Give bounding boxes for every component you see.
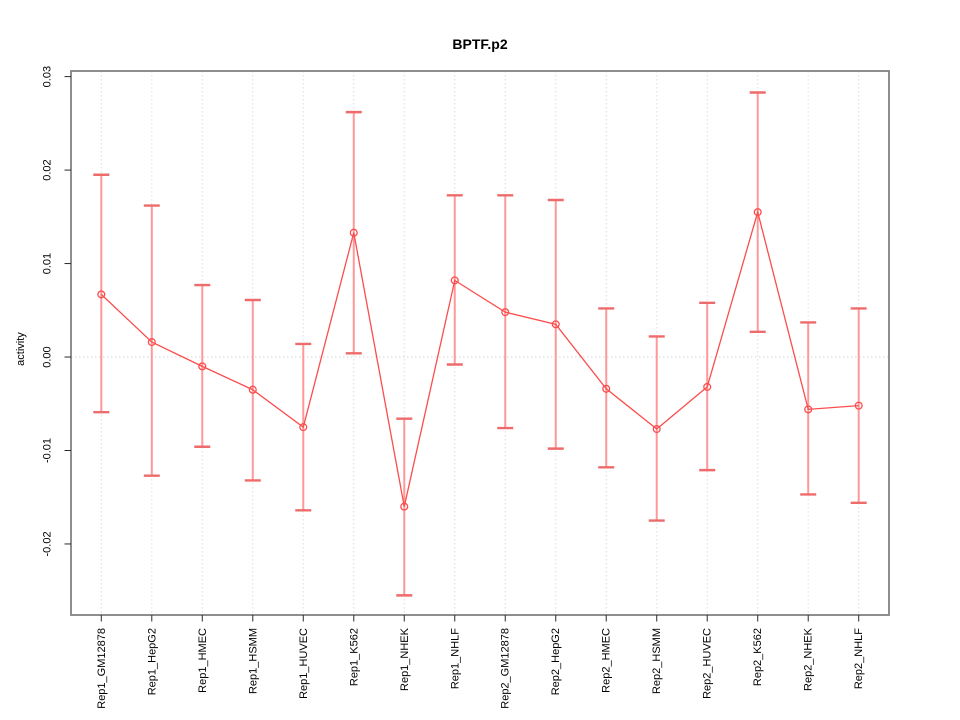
- x-tick-label: Rep2_HSMM: [651, 628, 663, 694]
- data-point: [854, 401, 863, 410]
- data-point: [248, 385, 257, 394]
- y-tick-label: 0.03: [42, 66, 54, 87]
- x-tick-label: Rep2_HMEC: [601, 628, 613, 693]
- x-tick-label: Rep1_HMEC: [197, 628, 209, 693]
- y-tick-label: -0.02: [42, 531, 54, 556]
- y-tick-label: 0.00: [42, 346, 54, 367]
- series-line: [100, 209, 859, 507]
- data-point: [349, 228, 358, 237]
- plot-border: [70, 70, 890, 616]
- x-tick-label: Rep1_NHLF: [449, 628, 461, 689]
- data-point: [198, 362, 207, 371]
- x-tick-label: Rep1_GM12878: [96, 628, 108, 709]
- data-point: [753, 208, 762, 217]
- data-point: [551, 320, 560, 329]
- y-tick-label: -0.01: [42, 438, 54, 463]
- x-tick-label: Rep1_NHEK: [399, 627, 411, 691]
- x-tick-label: Rep1_HepG2: [146, 628, 158, 695]
- chart-title: BPTF.p2: [452, 36, 508, 52]
- data-point: [602, 384, 611, 393]
- data-point: [804, 405, 813, 414]
- x-tick-label: Rep1_HSMM: [247, 628, 259, 694]
- data-point: [703, 382, 712, 391]
- data-point: [652, 424, 661, 434]
- y-tick-label: 0.01: [42, 253, 54, 274]
- x-tick-label: Rep2_K562: [752, 628, 764, 686]
- data-point: [400, 502, 409, 511]
- data-point: [450, 276, 459, 285]
- x-tick-label: Rep2_HepG2: [550, 628, 562, 695]
- x-tick-label: Rep2_GM12878: [500, 628, 512, 709]
- data-point: [501, 308, 510, 317]
- x-tick-label: Rep1_K562: [348, 628, 360, 686]
- data-point: [299, 423, 308, 432]
- data-point: [147, 338, 156, 347]
- data-point: [97, 290, 106, 299]
- x-tick-label: Rep2_HUVEC: [702, 628, 714, 699]
- x-tick-label: Rep2_NHEK: [803, 627, 815, 691]
- x-tick-label: Rep2_NHLF: [853, 628, 865, 689]
- x-tick-label: Rep1_HUVEC: [298, 628, 310, 699]
- y-tick-label: 0.02: [42, 159, 54, 180]
